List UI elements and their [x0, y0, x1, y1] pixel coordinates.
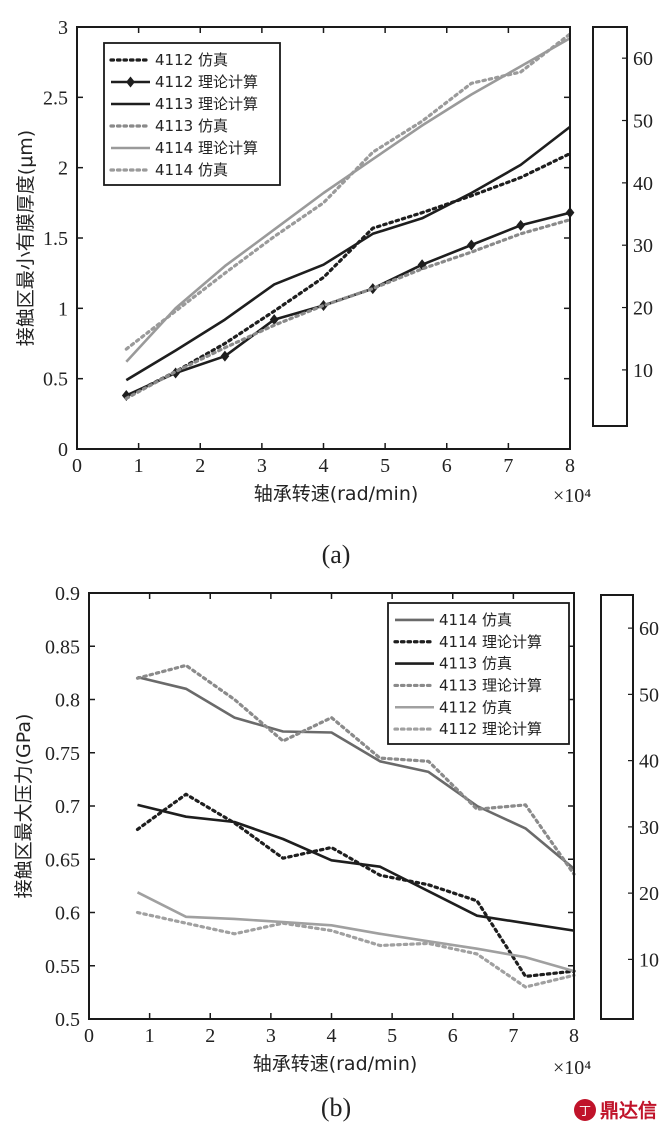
colorbar-tick-label: 60 — [633, 48, 653, 70]
logo-text: 鼎达信 — [600, 1099, 657, 1122]
series-line-5 — [124, 32, 572, 351]
logo-mark-icon — [574, 1099, 596, 1121]
legend-label-2: 4113 仿真 — [439, 655, 512, 673]
y-tick-label: 0.65 — [45, 849, 80, 871]
x-tick-label: 5 — [380, 455, 390, 477]
series-line-3 — [135, 663, 576, 876]
x-tick-label: 6 — [448, 1025, 458, 1047]
y-tick-label: 0.5 — [43, 369, 68, 391]
x-tick-label: 6 — [442, 455, 452, 477]
legend-label-3: 4113 理论计算 — [439, 676, 542, 694]
colorbar — [592, 26, 628, 427]
y-tick-label: 2.5 — [43, 87, 68, 109]
x-tick-label: 5 — [387, 1025, 397, 1047]
colorbar-tick-label: 10 — [639, 949, 659, 971]
y-tick-label: 0.8 — [55, 690, 80, 712]
y-tick-label: 0.55 — [45, 956, 80, 978]
y-tick-label: 1.5 — [43, 228, 68, 250]
colorbar-tick-label: 30 — [639, 817, 659, 839]
legend-label-5: 4114 仿真 — [155, 161, 228, 179]
legend-label-1: 4114 理论计算 — [439, 633, 542, 651]
series-line-2 — [125, 125, 571, 382]
y-tick-label: 2 — [58, 158, 68, 180]
y-tick-label: 0.5 — [55, 1009, 80, 1031]
x-tick-label: 7 — [503, 455, 513, 477]
series-line-3 — [124, 218, 572, 400]
x-tick-label: 2 — [195, 455, 205, 477]
legend-label-0: 4112 仿真 — [155, 51, 228, 69]
colorbar-tick-label: 40 — [639, 751, 659, 773]
colorbar-tick-label: 30 — [633, 235, 653, 257]
legend-label-0: 4114 仿真 — [439, 611, 512, 629]
chart-panel-b: 0 1 2 3 4 5 6 7 8 0.5 0.55 0.6 0.65 0.7 0.75 0.8 0.85 0.9… — [13, 583, 659, 1122]
legend-box — [387, 602, 570, 745]
watermark-logo: 丁 鼎达信 — [574, 1099, 657, 1122]
x-axis-multiplier: ×10⁴ — [553, 485, 591, 507]
colorbar — [600, 594, 634, 1020]
y-axis-label: 接触区最小有膜厚度(μm) — [15, 130, 37, 346]
colorbar-tick-label: 50 — [633, 111, 653, 133]
data-point-marker — [269, 314, 279, 326]
x-axis-label: 轴承转速(rad/min) — [253, 1053, 418, 1075]
legend-box — [103, 42, 281, 186]
x-tick-label: 7 — [508, 1025, 518, 1047]
chart-panel-a: 0 1 2 3 4 5 6 7 8 0 0.5 1 1.5 2 2.5 3 轴承转速(rad/min) 接触区最小… — [15, 17, 653, 569]
colorbar-tick-label: 20 — [633, 298, 653, 320]
series-line-5 — [135, 910, 576, 989]
legend-label-5: 4112 理论计算 — [439, 720, 542, 738]
x-tick-label: 0 — [84, 1025, 94, 1047]
y-tick-label: 0.6 — [55, 903, 80, 925]
colorbar-tick-label: 20 — [639, 883, 659, 905]
colorbar-tick-label: 10 — [633, 360, 653, 382]
series-line-4 — [136, 891, 575, 973]
x-axis-label: 轴承转速(rad/min) — [254, 483, 419, 505]
legend-label-4: 4112 仿真 — [439, 698, 512, 716]
series-line-0 — [137, 675, 575, 870]
y-tick-label: 0.85 — [45, 636, 80, 658]
x-tick-label: 3 — [266, 1025, 276, 1047]
x-tick-label: 0 — [72, 455, 82, 477]
x-tick-label: 8 — [569, 1025, 579, 1047]
x-tick-label: 1 — [134, 455, 144, 477]
data-point-marker — [467, 239, 476, 251]
logo-mark-glyph: 丁 — [579, 1104, 591, 1118]
figure-caption: (a) — [322, 540, 351, 569]
x-tick-label: 4 — [319, 455, 329, 477]
series-line-2 — [137, 803, 575, 932]
y-tick-label: 3 — [58, 17, 68, 39]
x-tick-label: 2 — [205, 1025, 215, 1047]
y-tick-label: 0 — [58, 439, 68, 461]
x-tick-label: 1 — [145, 1025, 155, 1047]
colorbar-tick-label: 60 — [639, 618, 659, 640]
data-point-marker — [516, 219, 526, 231]
legend-label-4: 4114 理论计算 — [155, 139, 258, 157]
data-point-marker — [220, 350, 230, 362]
y-tick-label: 1 — [58, 298, 68, 320]
x-tick-label: 8 — [565, 455, 575, 477]
legend-marker — [126, 76, 135, 88]
legend-label-3: 4113 仿真 — [155, 117, 228, 135]
series-line-0 — [124, 152, 572, 399]
x-tick-label: 4 — [327, 1025, 337, 1047]
y-tick-label: 0.7 — [55, 796, 80, 818]
y-tick-label: 0.75 — [45, 743, 80, 765]
series-line-1 — [135, 792, 576, 979]
x-axis-multiplier: ×10⁴ — [553, 1057, 591, 1079]
colorbar-tick-label: 50 — [639, 684, 659, 706]
legend-label-1: 4112 理论计算 — [155, 73, 258, 91]
colorbar-tick-label: 40 — [633, 173, 653, 195]
x-tick-label: 3 — [257, 455, 267, 477]
figure-caption: (b) — [321, 1093, 351, 1122]
y-tick-label: 0.9 — [55, 583, 80, 605]
y-axis-label: 接触区最大压力(GPa) — [13, 714, 35, 899]
legend-label-2: 4113 理论计算 — [155, 95, 258, 113]
